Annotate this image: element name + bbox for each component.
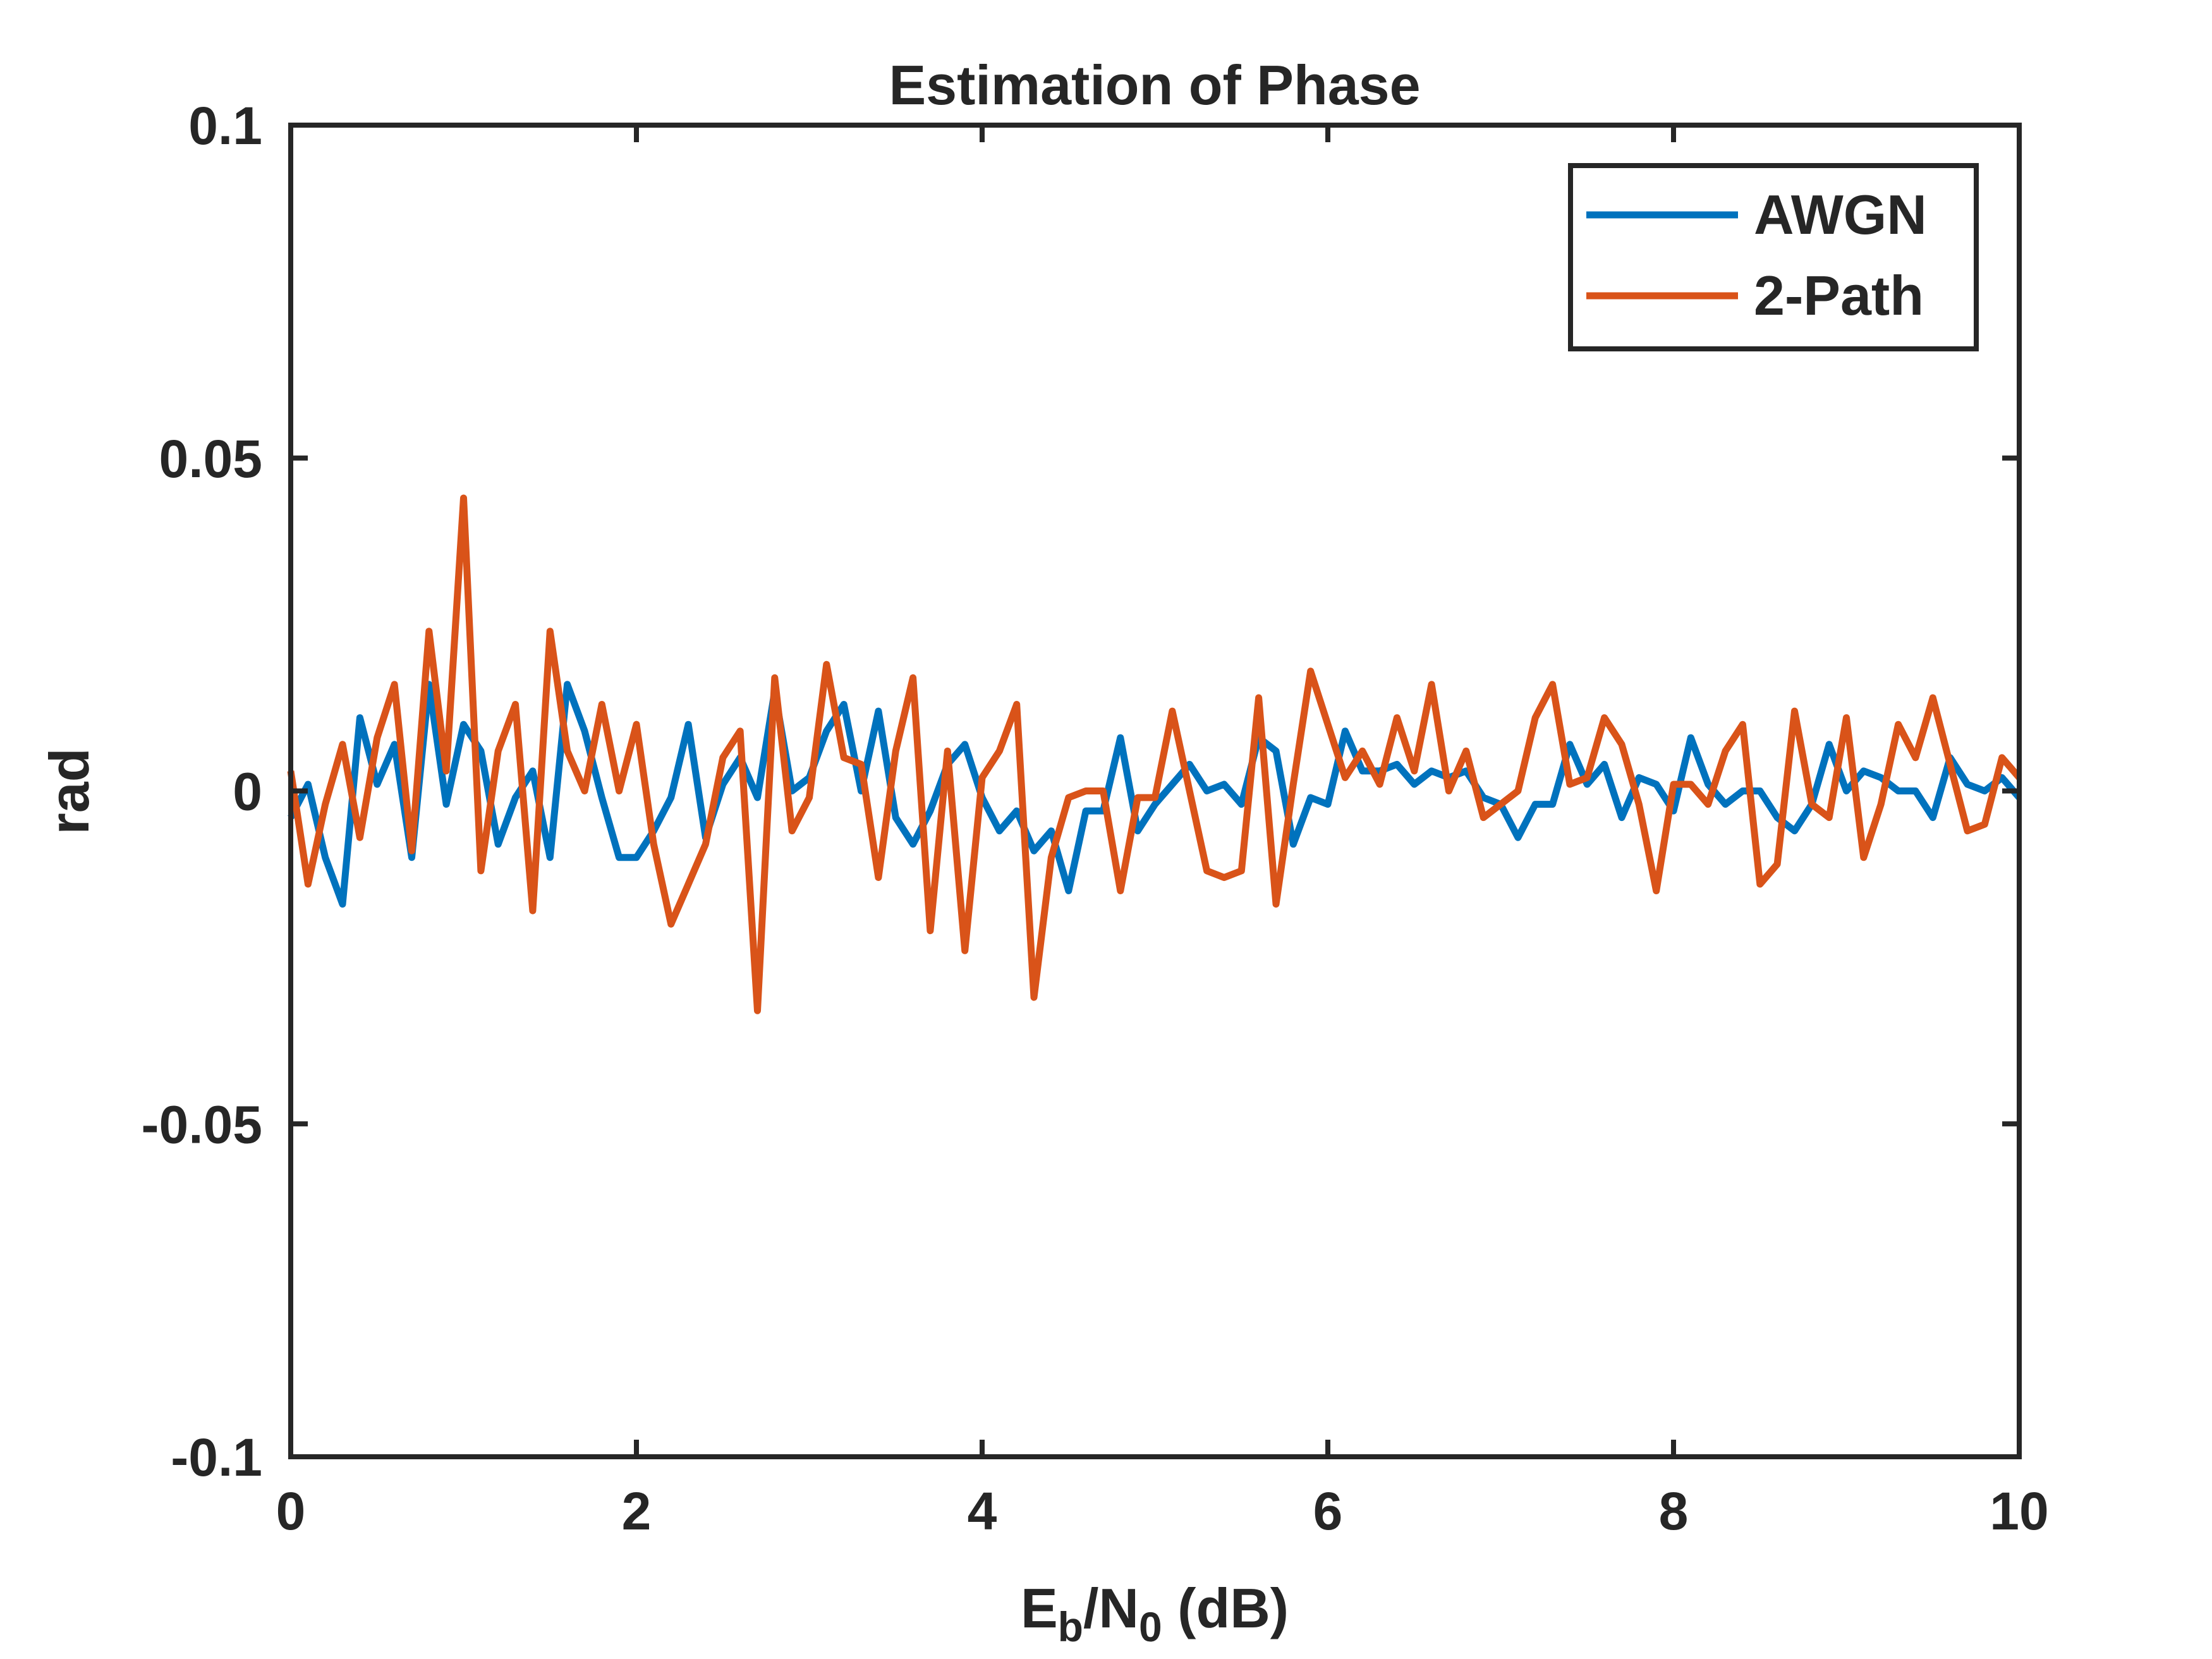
x-label-slash-n: /N: [1083, 1577, 1139, 1639]
y-tick-label: 0.1: [188, 96, 262, 155]
y-axis-label: rad: [38, 748, 100, 835]
series-line-awgn: [288, 681, 2022, 908]
x-label-units: (dB): [1162, 1577, 1289, 1639]
legend-label-2-path: 2-Path: [1754, 264, 1924, 327]
x-label-sub-b: b: [1058, 1603, 1083, 1650]
series-line-2-path: [287, 494, 2022, 1014]
y-tick-label: -0.1: [171, 1428, 262, 1487]
legend-label-awgn: AWGN: [1754, 183, 1927, 246]
x-label-e: E: [1021, 1577, 1058, 1639]
x-tick-label: 2: [622, 1481, 652, 1541]
x-ticks: 0 2 4 6 8 10: [276, 125, 2049, 1541]
series-layer: [287, 494, 2022, 1014]
x-tick-label: 8: [1659, 1481, 1689, 1541]
x-tick-label: 0: [276, 1481, 306, 1541]
legend: AWGN 2-Path: [1568, 163, 1979, 351]
chart-title: Estimation of Phase: [889, 54, 1420, 116]
y-tick-label: 0.05: [159, 429, 263, 489]
y-tick-label: 0: [233, 762, 262, 822]
legend-box: [1568, 163, 1979, 351]
x-tick-label: 4: [968, 1481, 997, 1541]
y-tick-label: -0.05: [142, 1095, 262, 1154]
x-tick-label: 10: [1990, 1481, 2048, 1541]
y-ticks: 0.1 0.05 0 -0.05 -0.1: [142, 96, 2019, 1487]
x-tick-label: 6: [1313, 1481, 1343, 1541]
x-axis-label: Eb/N0 (dB): [1021, 1577, 1289, 1650]
x-label-sub-0: 0: [1139, 1603, 1162, 1650]
